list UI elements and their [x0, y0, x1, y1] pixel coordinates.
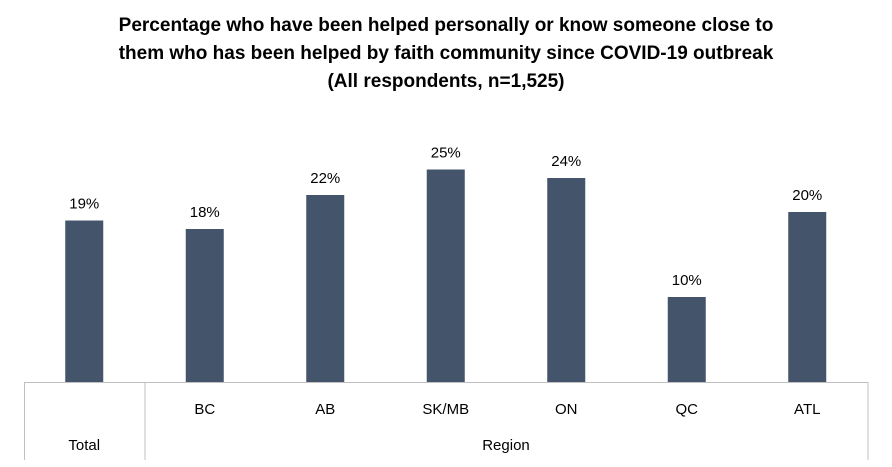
group-label-0: Total [68, 437, 100, 454]
category-label-2: AB [315, 401, 335, 418]
category-label-5: QC [676, 401, 699, 418]
bar-5 [667, 297, 706, 382]
value-label-4: 24% [551, 153, 581, 170]
group-label-1: Region [482, 437, 530, 454]
category-label-3: SK/MB [422, 401, 469, 418]
bar-6 [788, 212, 827, 382]
chart-title-line-1: Percentage who have been helped personal… [118, 15, 774, 36]
axis-layer [24, 382, 869, 460]
bar-2 [306, 195, 345, 382]
category-label-4: ON [555, 401, 578, 418]
chart-title: Percentage who have been helped personal… [0, 12, 892, 96]
value-label-3: 25% [431, 145, 461, 162]
value-label-1: 18% [190, 204, 220, 221]
bars-layer [65, 169, 827, 382]
labels-layer: 19% 18% BC 22% AB 25% SK/MB 24% ON 10% QC 20% ATL Tot… [68, 145, 822, 455]
bar-1 [185, 229, 224, 382]
bar-0 [65, 220, 104, 382]
chart-title-line-3: (All respondents, n=1,525) [327, 71, 565, 92]
value-label-5: 10% [672, 272, 702, 289]
category-label-6: ATL [794, 401, 820, 418]
bar-3 [426, 169, 465, 382]
chart-title-line-2: them who has been helped by faith commun… [118, 43, 774, 64]
bar-4 [547, 178, 586, 382]
value-label-6: 20% [792, 187, 822, 204]
category-label-1: BC [194, 401, 215, 418]
value-label-0: 19% [69, 196, 99, 213]
value-label-2: 22% [310, 170, 340, 187]
